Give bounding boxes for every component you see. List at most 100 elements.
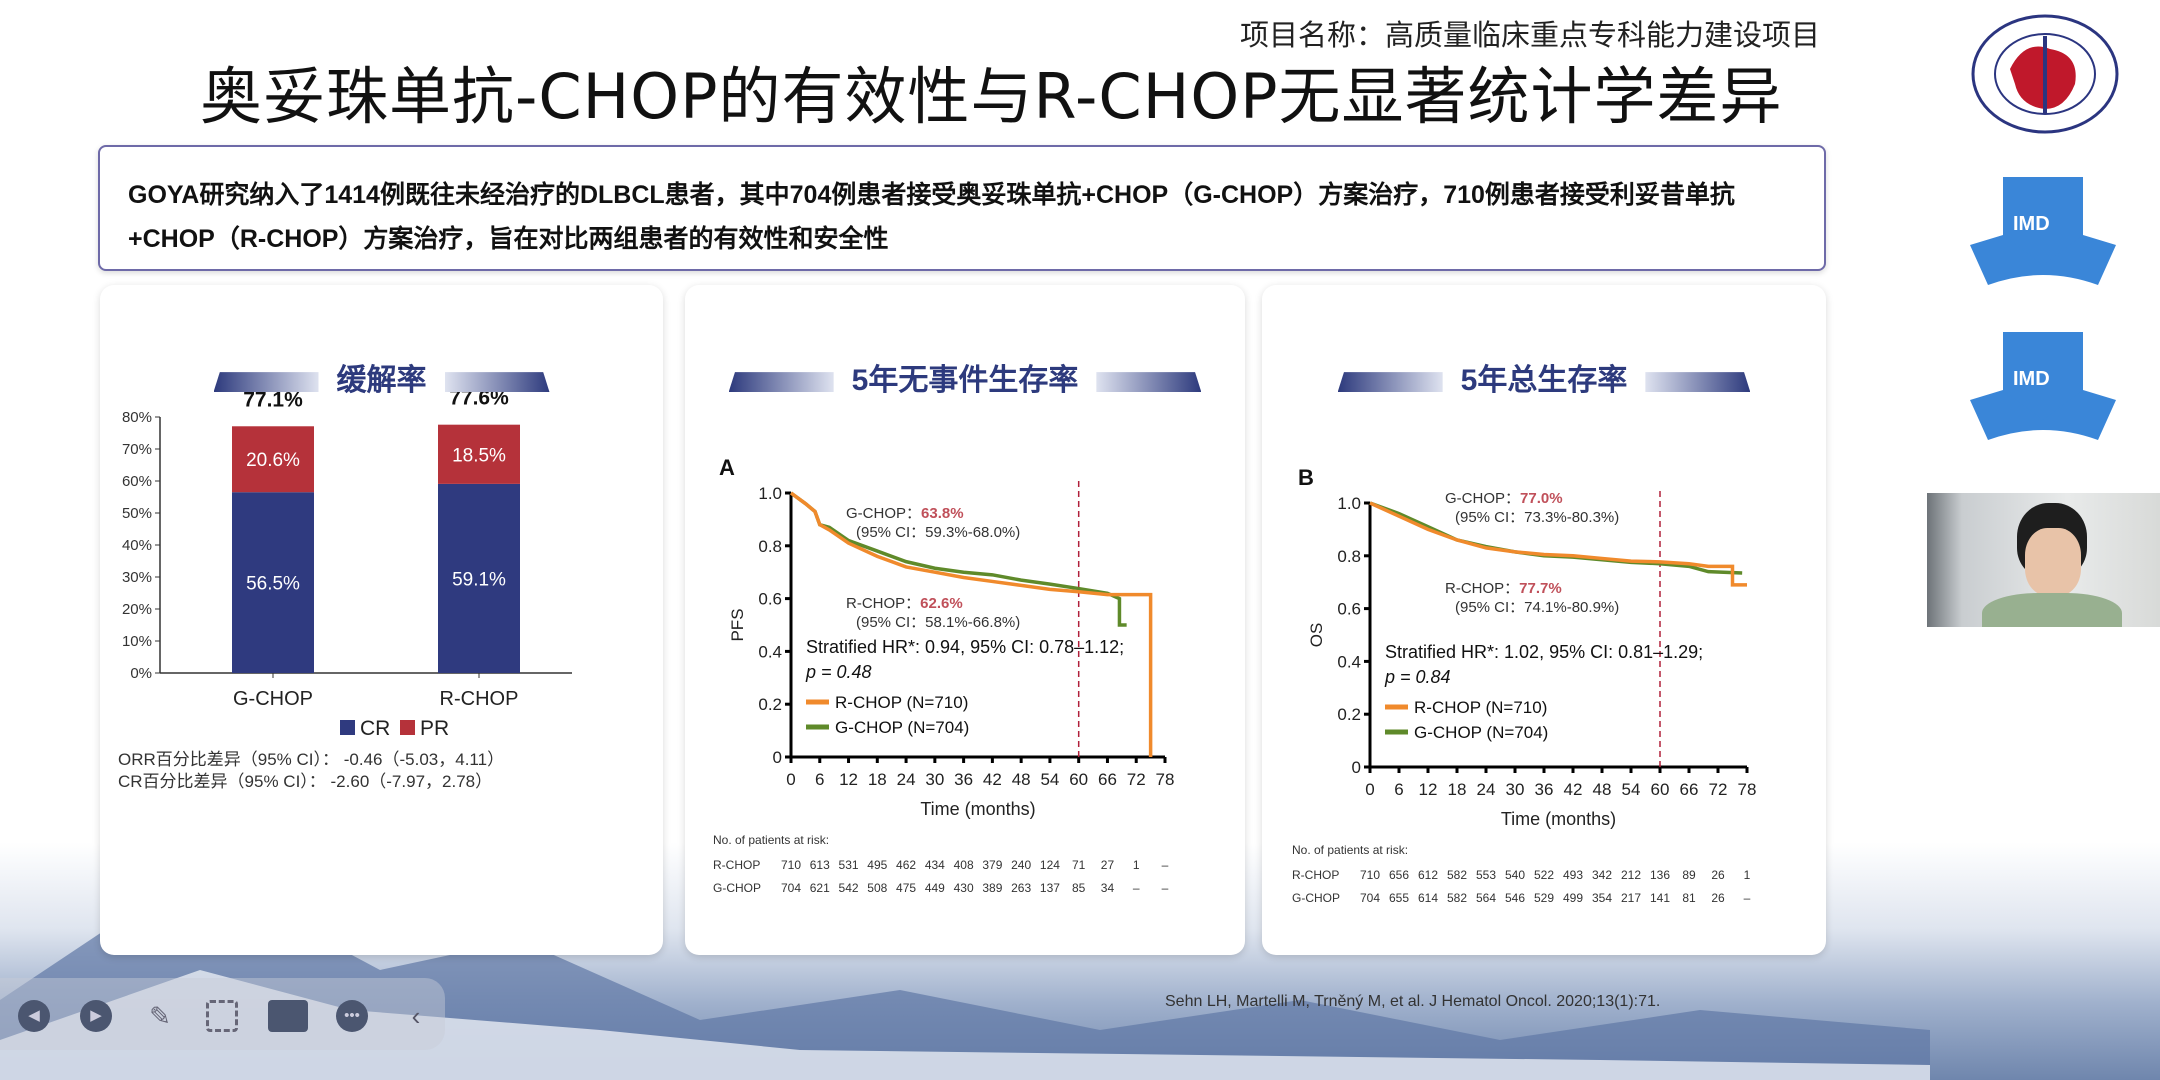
risk-count: 240 xyxy=(1011,858,1031,872)
y-tick-label: 0.6 xyxy=(758,590,782,609)
x-tick-label: R-CHOP xyxy=(440,688,519,710)
panel-heading: 5年无事件生存率 xyxy=(685,355,1245,399)
presenter-webcam xyxy=(1927,493,2160,627)
risk-count: 389 xyxy=(982,881,1002,895)
x-tick-label: 78 xyxy=(1156,770,1175,789)
x-axis-label: Time (months) xyxy=(920,799,1035,819)
y-tick-label: 1.0 xyxy=(1337,494,1361,513)
y-tick-label: 0.2 xyxy=(1337,705,1361,724)
bar-cr xyxy=(232,492,314,673)
risk-count: 704 xyxy=(1360,891,1380,905)
x-tick-label: 12 xyxy=(1419,780,1438,799)
risk-count: 475 xyxy=(896,881,916,895)
risk-count: 495 xyxy=(867,858,887,872)
y-tick-label: 0.4 xyxy=(1337,652,1361,671)
legend-cr-swatch xyxy=(340,720,355,735)
previous-slide-button[interactable]: ◀ xyxy=(18,1000,50,1032)
km-curve-r-chop xyxy=(789,491,1153,757)
risk-count: 613 xyxy=(810,858,830,872)
screenshot-icon[interactable] xyxy=(206,1000,238,1032)
os-km-chart: B00.20.40.60.81.00 6 12 18 24 30 36 42 48 54 60 66 7… xyxy=(1292,465,1756,905)
legend-pr: PR xyxy=(420,717,449,740)
y-axis-label: PFS xyxy=(728,608,747,641)
panel-heading: 5年总生存率 xyxy=(1262,355,1826,399)
risk-count: 212 xyxy=(1621,868,1641,882)
hazard-ratio: Stratified HR*: 0.94, 95% CI: 0.78–1.12; xyxy=(806,637,1124,657)
slide-title: 奥妥珠单抗-CHOP的有效性与R-CHOP无显著统计学差异 xyxy=(200,60,1783,133)
p-value: p = 0.84 xyxy=(1384,667,1451,687)
risk-count: 1 xyxy=(1744,868,1751,882)
r-chop-value: 62.6% xyxy=(920,595,963,612)
g-chop-estimate: G-CHOP：77.0% xyxy=(1445,490,1563,507)
r-chop-ci: (95% CI：58.1%-66.8%) xyxy=(856,614,1020,631)
pfs-km-chart: A 0 0.2 0.4 0.6 0.8 1.0 0 6 12 18 24 30 36 42 48 54 60 66 7… xyxy=(713,455,1175,895)
presentation-toolbar: ◀ ▶ ✎ ••• ‹ xyxy=(0,978,445,1050)
bar-pr xyxy=(232,426,314,493)
x-tick-label: 48 xyxy=(1593,780,1612,799)
risk-table-title: No. of patients at risk: xyxy=(713,833,829,847)
x-tick-label: 48 xyxy=(1012,770,1031,789)
hazard-ratio: Stratified HR*: 1.02, 95% CI: 0.81–1.29; xyxy=(1385,642,1703,662)
panel-letter: B xyxy=(1298,465,1314,490)
risk-count: 136 xyxy=(1650,868,1670,882)
pr-label: 18.5% xyxy=(452,445,506,466)
x-tick-label: 66 xyxy=(1098,770,1117,789)
y-tick-label: 0.8 xyxy=(1337,547,1361,566)
risk-count: 34 xyxy=(1101,881,1115,895)
imd-haina-logo: IMD xyxy=(1970,332,2116,440)
y-tick-label: 0.6 xyxy=(1337,600,1361,619)
y-tick-label: 40% xyxy=(122,537,152,554)
os-panel: 5年总生存率 B 0 0.2 0.4 0.6 0.8 1.0 0 6 12 18 24 30 36 42 48… xyxy=(1262,285,1826,955)
more-icon[interactable]: ••• xyxy=(336,1000,368,1032)
risk-count: 217 xyxy=(1621,891,1641,905)
mountain-background xyxy=(0,890,1930,1080)
collapse-toolbar-icon[interactable]: ‹ xyxy=(411,1001,421,1031)
citation: Sehn LH, Martelli M, Trněný M, et al. J … xyxy=(1165,993,1661,1010)
risk-count: 710 xyxy=(781,858,801,872)
total-label: 77.6% xyxy=(449,387,509,410)
risk-count: 434 xyxy=(925,858,945,872)
risk-table-title: No. of patients at risk: xyxy=(1292,843,1408,857)
risk-row-name: G-CHOP xyxy=(1292,891,1340,905)
panel-heading: 缓解率 xyxy=(100,355,663,399)
risk-count: 89 xyxy=(1682,868,1696,882)
x-tick-label: 36 xyxy=(954,770,973,789)
g-chop-ci: (95% CI：59.3%-68.0%) xyxy=(856,524,1020,541)
total-label: 77.1% xyxy=(243,388,303,411)
risk-count: 540 xyxy=(1505,868,1525,882)
risk-count: 449 xyxy=(925,881,945,895)
x-tick-label: 18 xyxy=(868,770,887,789)
risk-count: – xyxy=(1744,891,1751,905)
x-tick-label: 54 xyxy=(1040,770,1059,789)
risk-row-name: R-CHOP xyxy=(713,858,760,872)
next-slide-button[interactable]: ▶ xyxy=(80,1000,112,1032)
g-chop-ci: (95% CI：73.3%-80.3%) xyxy=(1455,509,1619,526)
y-tick-label: 20% xyxy=(122,601,152,618)
risk-count: 408 xyxy=(954,858,974,872)
risk-count: 27 xyxy=(1101,858,1115,872)
risk-count: 354 xyxy=(1592,891,1612,905)
legend-label: R-CHOP (N=710) xyxy=(1414,698,1547,717)
camera-icon[interactable] xyxy=(268,1000,308,1032)
y-tick-label: 30% xyxy=(122,569,152,586)
risk-count: 85 xyxy=(1072,881,1086,895)
x-tick-label: 72 xyxy=(1709,780,1728,799)
x-tick-label: 42 xyxy=(1564,780,1583,799)
g-chop-estimate: G-CHOP：63.8% xyxy=(846,505,964,522)
g-chop-value: 63.8% xyxy=(921,505,964,522)
x-tick-label: 6 xyxy=(815,770,824,789)
pen-icon[interactable]: ✎ xyxy=(149,1001,171,1031)
risk-count: 26 xyxy=(1711,868,1725,882)
risk-count: 531 xyxy=(839,858,859,872)
x-tick-label: 24 xyxy=(1477,780,1496,799)
risk-count: 508 xyxy=(867,881,887,895)
x-tick-label: 66 xyxy=(1680,780,1699,799)
r-chop-estimate: R-CHOP：77.7% xyxy=(1445,580,1562,597)
r-chop-estimate: R-CHOP：62.6% xyxy=(846,595,963,612)
risk-count: – xyxy=(1162,881,1169,895)
y-tick-label: 80% xyxy=(122,409,152,426)
risk-count: 26 xyxy=(1711,891,1725,905)
y-tick-label: 0 xyxy=(1352,758,1361,777)
bar-pr xyxy=(438,424,520,484)
cr-label: 56.5% xyxy=(246,574,300,595)
